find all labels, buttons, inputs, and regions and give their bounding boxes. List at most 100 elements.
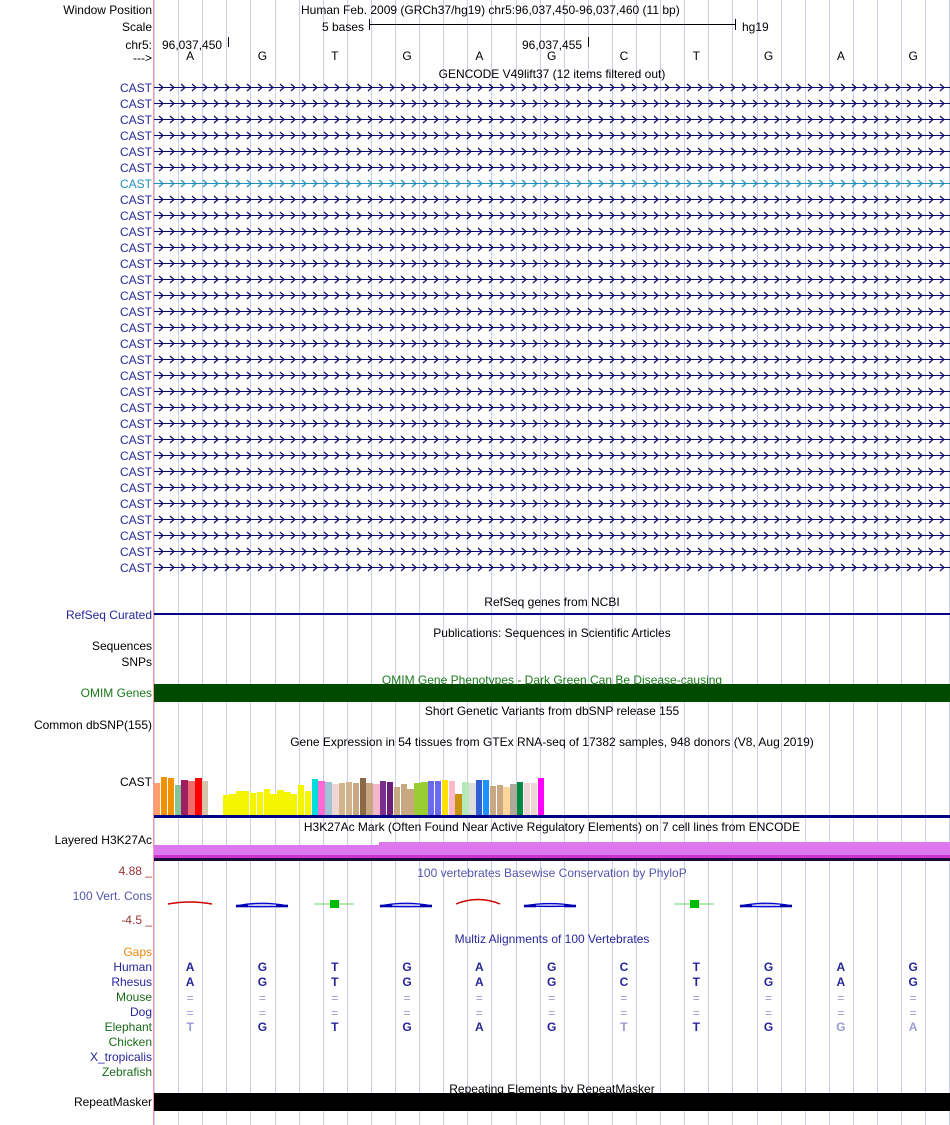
gencode-row-label[interactable]: CAST xyxy=(119,321,152,335)
gtex-expression-barchart[interactable] xyxy=(154,766,950,816)
gencode-feature-line[interactable] xyxy=(154,215,950,216)
gencode-row-label[interactable]: CAST xyxy=(119,417,152,431)
gencode-feature-line[interactable] xyxy=(154,135,950,136)
gencode-row-label[interactable]: CAST xyxy=(119,353,152,367)
multiz-species-label[interactable]: Elephant xyxy=(104,1020,152,1034)
track-label-refseq-curated[interactable]: RefSeq Curated xyxy=(65,608,152,622)
gtex-tissue-bar[interactable] xyxy=(421,782,428,816)
gencode-feature-line[interactable] xyxy=(154,167,950,168)
gencode-row-label[interactable]: CAST xyxy=(119,97,152,111)
gencode-feature-line[interactable] xyxy=(154,487,950,488)
phylop-conservation-plot[interactable] xyxy=(154,882,950,926)
gencode-feature-line[interactable] xyxy=(154,103,950,104)
gencode-row-label[interactable]: CAST xyxy=(119,465,152,479)
gencode-row-label[interactable]: CAST xyxy=(119,225,152,239)
gtex-tissue-bar[interactable] xyxy=(530,783,538,816)
gencode-row-label[interactable]: CAST xyxy=(119,81,152,95)
gtex-tissue-bar[interactable] xyxy=(393,787,401,816)
gencode-row-label[interactable]: CAST xyxy=(119,177,152,191)
track-label-common-dbsnp[interactable]: Common dbSNP(155) xyxy=(33,718,152,732)
gencode-feature-line[interactable] xyxy=(154,391,950,392)
gtex-tissue-bar[interactable] xyxy=(469,783,476,816)
gencode-row-label[interactable]: CAST xyxy=(119,273,152,287)
track-label-sequences[interactable]: Sequences xyxy=(91,639,152,653)
gtex-tissue-bar[interactable] xyxy=(523,783,531,816)
gtex-tissue-bar[interactable] xyxy=(160,777,168,816)
gencode-feature-line[interactable] xyxy=(154,183,950,184)
gtex-tissue-bar[interactable] xyxy=(243,791,250,816)
gtex-tissue-bar[interactable] xyxy=(195,778,202,816)
gtex-tissue-bar[interactable] xyxy=(263,789,271,816)
track-label-repeatmasker[interactable]: RepeatMasker xyxy=(73,1095,152,1109)
omim-feature-bar[interactable] xyxy=(154,684,950,702)
gtex-tissue-bar[interactable] xyxy=(338,783,346,816)
gencode-feature-line[interactable] xyxy=(154,199,950,200)
gtex-tissue-bar[interactable] xyxy=(537,778,545,816)
gtex-tissue-bar[interactable] xyxy=(249,793,257,816)
gencode-row-label[interactable]: CAST xyxy=(119,561,152,575)
gencode-feature-line[interactable] xyxy=(154,407,950,408)
gencode-feature-line[interactable] xyxy=(154,343,950,344)
gtex-tissue-bar[interactable] xyxy=(366,783,373,816)
gtex-tissue-bar[interactable] xyxy=(380,781,387,816)
gtex-tissue-bar[interactable] xyxy=(284,792,291,816)
gencode-row-label[interactable]: CAST xyxy=(119,545,152,559)
gencode-row-label[interactable]: CAST xyxy=(119,145,152,159)
gtex-tissue-bar[interactable] xyxy=(462,782,469,816)
track-label-gtex-cast[interactable]: CAST xyxy=(119,775,152,789)
gencode-feature-line[interactable] xyxy=(154,87,950,88)
gtex-tissue-bar[interactable] xyxy=(400,784,408,816)
gencode-row-label[interactable]: CAST xyxy=(119,513,152,527)
track-label-omim-genes[interactable]: OMIM Genes xyxy=(80,686,152,700)
gtex-tissue-bar[interactable] xyxy=(434,781,442,816)
gencode-feature-line[interactable] xyxy=(154,423,950,424)
multiz-species-label[interactable]: Human xyxy=(113,960,152,974)
multiz-species-label[interactable]: Mouse xyxy=(115,990,152,1004)
gtex-tissue-bar[interactable] xyxy=(510,784,517,816)
gencode-row-label[interactable]: CAST xyxy=(119,369,152,383)
repeatmasker-feature-bar[interactable] xyxy=(154,1093,950,1111)
gencode-row-label[interactable]: CAST xyxy=(119,401,152,415)
gencode-feature-line[interactable] xyxy=(154,567,950,568)
gtex-tissue-bar[interactable] xyxy=(482,780,490,816)
gencode-feature-line[interactable] xyxy=(154,279,950,280)
gencode-feature-line[interactable] xyxy=(154,471,950,472)
gencode-feature-line[interactable] xyxy=(154,295,950,296)
gtex-tissue-bar[interactable] xyxy=(154,783,161,816)
gencode-row-label[interactable]: CAST xyxy=(119,289,152,303)
track-label-layered-h3k27ac[interactable]: Layered H3K27Ac xyxy=(54,833,152,847)
gencode-feature-line[interactable] xyxy=(154,119,950,120)
gencode-rows[interactable]: CAST CAST CAST CAST CAST CAST CAST CAST CAST CAST… xyxy=(0,80,950,592)
gtex-tissue-bar[interactable] xyxy=(222,795,229,816)
gencode-row-label[interactable]: CAST xyxy=(119,337,152,351)
gencode-feature-line[interactable] xyxy=(154,535,950,536)
multiz-species-label[interactable]: Rhesus xyxy=(111,975,152,989)
multiz-species-label[interactable]: Dog xyxy=(129,1005,152,1019)
gencode-row-label[interactable]: CAST xyxy=(119,161,152,175)
multiz-alignment-rows[interactable]: A G T G A G C T G A G A G T G A G C T G A G = = = = = = = = = = = = = = = = = =… xyxy=(154,946,950,1056)
gtex-tissue-bar[interactable] xyxy=(181,780,188,816)
gtex-tissue-bar[interactable] xyxy=(174,785,181,816)
gencode-feature-line[interactable] xyxy=(154,551,950,552)
gtex-tissue-bar[interactable] xyxy=(256,792,264,816)
multiz-species-label[interactable]: Zebrafish xyxy=(101,1065,152,1079)
gencode-row-label[interactable]: CAST xyxy=(119,481,152,495)
multiz-species-label[interactable]: Chicken xyxy=(108,1035,152,1049)
gencode-row-label[interactable]: CAST xyxy=(119,209,152,223)
gtex-tissue-bar[interactable] xyxy=(318,781,325,816)
multiz-species-labels[interactable]: Gaps Human Rhesus Mouse Dog Elephant Chicken X_… xyxy=(0,945,152,1078)
gencode-row-label[interactable]: CAST xyxy=(119,433,152,447)
gencode-row-label[interactable]: CAST xyxy=(119,257,152,271)
gencode-feature-line[interactable] xyxy=(154,231,950,232)
gtex-tissue-bar[interactable] xyxy=(345,782,353,816)
gencode-feature-line[interactable] xyxy=(154,455,950,456)
refseq-feature-line[interactable] xyxy=(154,613,950,615)
gtex-tissue-bar[interactable] xyxy=(291,794,298,816)
gtex-tissue-bar[interactable] xyxy=(277,790,284,816)
gtex-tissue-bar[interactable] xyxy=(517,782,524,816)
gencode-feature-line[interactable] xyxy=(154,311,950,312)
track-label-100-vert-cons[interactable]: 100 Vert. Cons xyxy=(72,889,152,903)
multiz-species-label[interactable]: Gaps xyxy=(123,945,152,959)
gtex-tissue-bar[interactable] xyxy=(188,781,195,816)
gtex-tissue-bar[interactable] xyxy=(332,784,339,816)
